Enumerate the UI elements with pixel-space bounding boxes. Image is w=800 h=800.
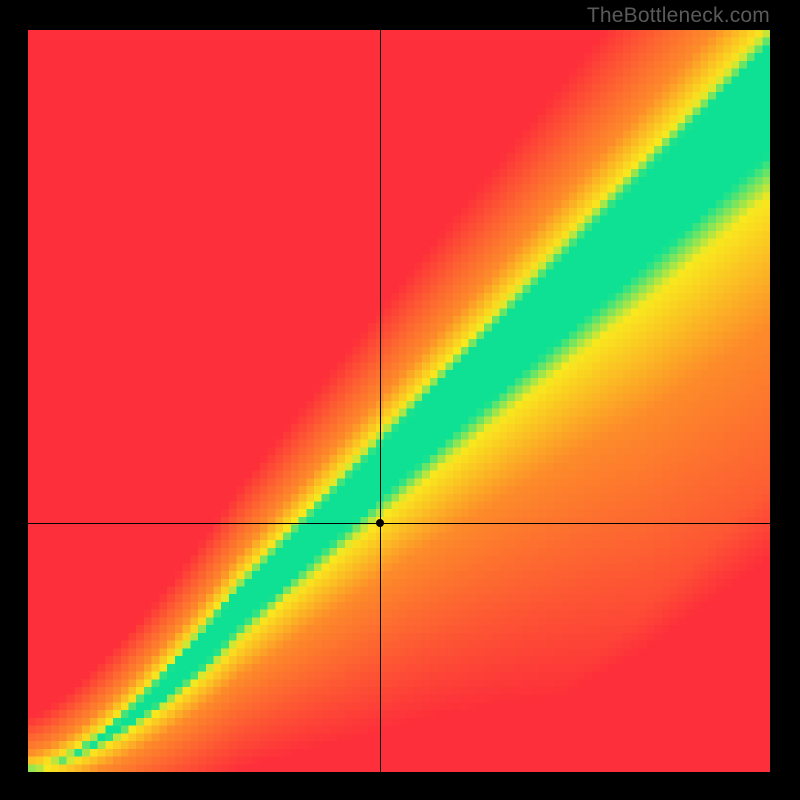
bottleneck-heatmap <box>28 30 770 772</box>
chart-container: TheBottleneck.com <box>0 0 800 800</box>
crosshair-vertical <box>380 30 381 772</box>
crosshair-horizontal <box>28 523 770 524</box>
watermark-text: TheBottleneck.com <box>587 4 770 28</box>
